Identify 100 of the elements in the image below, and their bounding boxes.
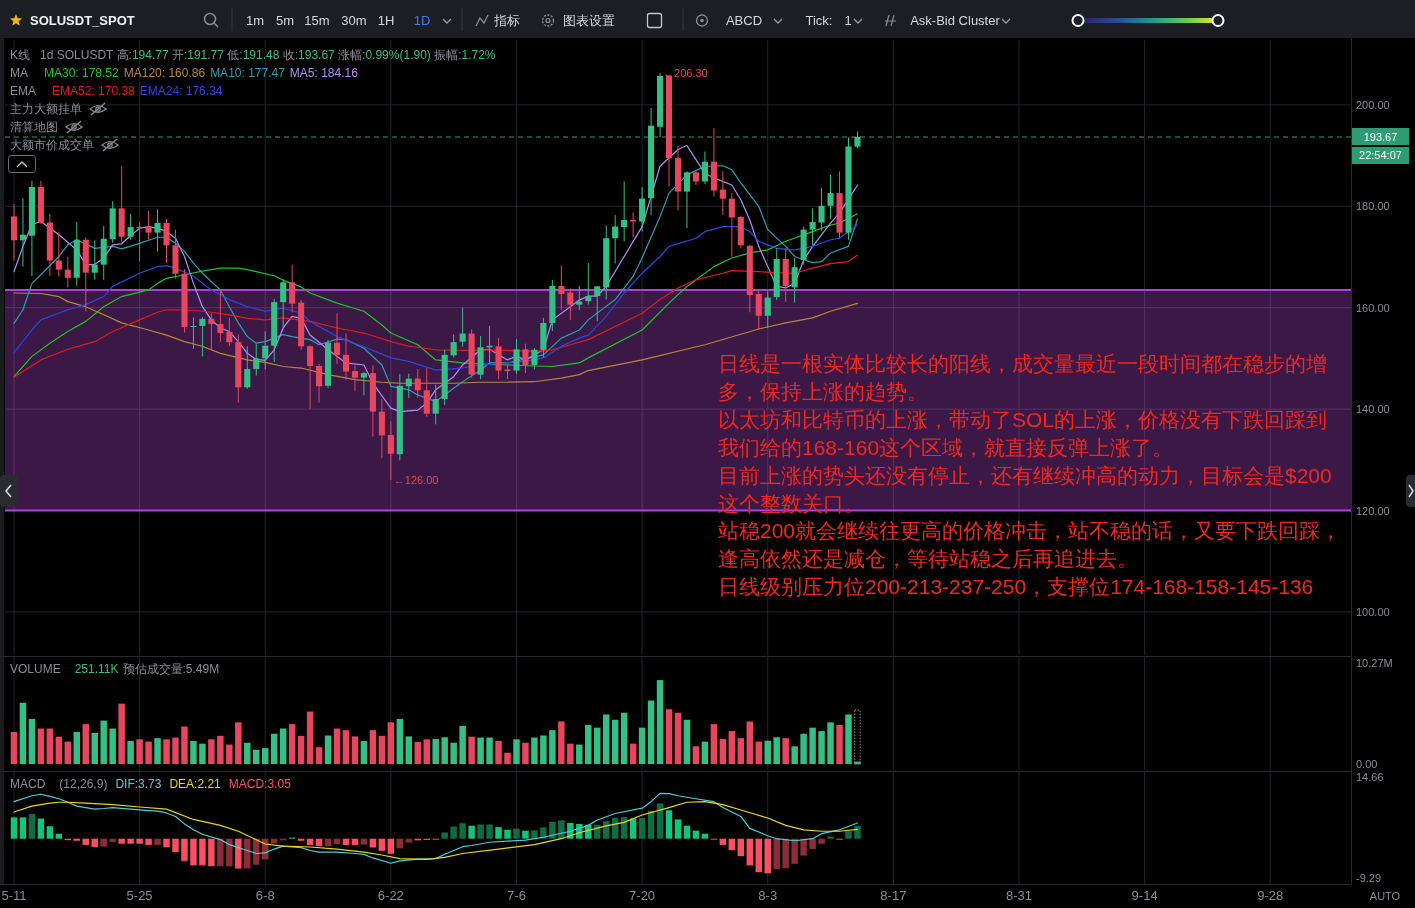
candlestick (683, 170, 691, 229)
bar (782, 838, 789, 869)
bar (378, 735, 386, 765)
series-label: DEA:2.21 (169, 777, 222, 791)
y-tick-label: -9.29 (1356, 871, 1382, 884)
bar (620, 712, 628, 765)
bar (683, 719, 691, 765)
candlestick (764, 290, 771, 329)
bar (531, 830, 538, 839)
bar (827, 836, 834, 839)
candlestick (378, 398, 385, 459)
bar (450, 826, 457, 839)
bar (441, 737, 448, 765)
text: AUTO (1369, 890, 1401, 902)
bar (226, 744, 233, 765)
bar (432, 739, 439, 765)
x-tick-label: 8-3 (758, 888, 778, 903)
bar (558, 721, 565, 765)
bar (244, 742, 251, 765)
bar (136, 739, 143, 765)
text: 1H (377, 13, 395, 28)
x-tick-label: 8-31 (1005, 888, 1032, 903)
text: SOLUSDT_SPOT (30, 13, 135, 28)
bar (28, 814, 36, 839)
bar (378, 838, 386, 851)
text: Ask-Bid Cluster (910, 13, 1001, 28)
bar (638, 727, 646, 765)
annotation: ←206.30 (663, 66, 708, 79)
candlestick (316, 363, 323, 404)
bar (163, 838, 170, 848)
bar (800, 733, 807, 765)
bar (145, 741, 152, 765)
bar (549, 821, 556, 839)
bar (468, 825, 475, 839)
text: MA120: 160.86 (123, 66, 206, 80)
bar (836, 725, 843, 765)
bar (28, 718, 36, 765)
bar (692, 830, 700, 839)
candlestick (163, 218, 170, 264)
bar (262, 748, 269, 765)
bar (656, 803, 664, 839)
bar (244, 838, 251, 869)
bar (540, 735, 547, 765)
bar (531, 737, 538, 765)
y-tick-label: 200.00 (1356, 98, 1390, 111)
bar (100, 720, 107, 765)
bar (208, 739, 215, 765)
bar (396, 718, 404, 765)
bar (674, 819, 682, 839)
bar (73, 731, 81, 765)
bar (360, 838, 368, 845)
line-series (13, 792, 859, 864)
bar (854, 825, 861, 839)
candlestick (360, 371, 367, 396)
bar (288, 724, 296, 765)
bar (791, 838, 798, 864)
bar (82, 724, 89, 765)
bar (513, 828, 520, 839)
bar (701, 741, 709, 765)
candlestick (280, 278, 287, 328)
bar (46, 826, 54, 839)
bar (629, 743, 637, 765)
annotation: 站稳200就会继续往更高的价格冲击，站不稳的话，又要下跌回踩，逢高依然还是减仓，等待站稳之后再追进去。 (718, 519, 1342, 571)
bar (342, 730, 350, 765)
bar (486, 824, 493, 839)
candlestick (459, 307, 466, 348)
bar (791, 746, 798, 765)
bar (55, 736, 63, 765)
bar (495, 741, 502, 765)
bar (495, 827, 502, 839)
bar (172, 737, 179, 765)
bar (315, 747, 323, 765)
bar (235, 838, 242, 869)
text: Tick: (805, 13, 833, 28)
bar (405, 736, 413, 765)
bar (773, 838, 780, 870)
text: EMA24: 176.34 (139, 84, 223, 98)
text: (12,26,9) (59, 777, 108, 791)
candlestick (827, 174, 834, 220)
bar (737, 738, 745, 765)
text: MA10: 177.47 (210, 66, 286, 80)
bar (199, 838, 206, 866)
bar (127, 741, 134, 765)
bar (764, 740, 771, 765)
candlestick (818, 187, 825, 232)
candlestick (513, 338, 520, 375)
bar (136, 838, 143, 844)
bar (10, 817, 18, 839)
bar (585, 725, 592, 765)
bar (683, 825, 691, 839)
candlestick (208, 312, 215, 352)
candlestick (755, 289, 762, 331)
candlestick (136, 221, 143, 263)
bar (845, 831, 852, 839)
line-series (13, 801, 859, 861)
bar (504, 829, 511, 839)
x-tick-label: 9-28 (1257, 888, 1284, 903)
bar (800, 838, 807, 856)
text: ABCD (725, 13, 763, 28)
candlestick (809, 207, 816, 246)
